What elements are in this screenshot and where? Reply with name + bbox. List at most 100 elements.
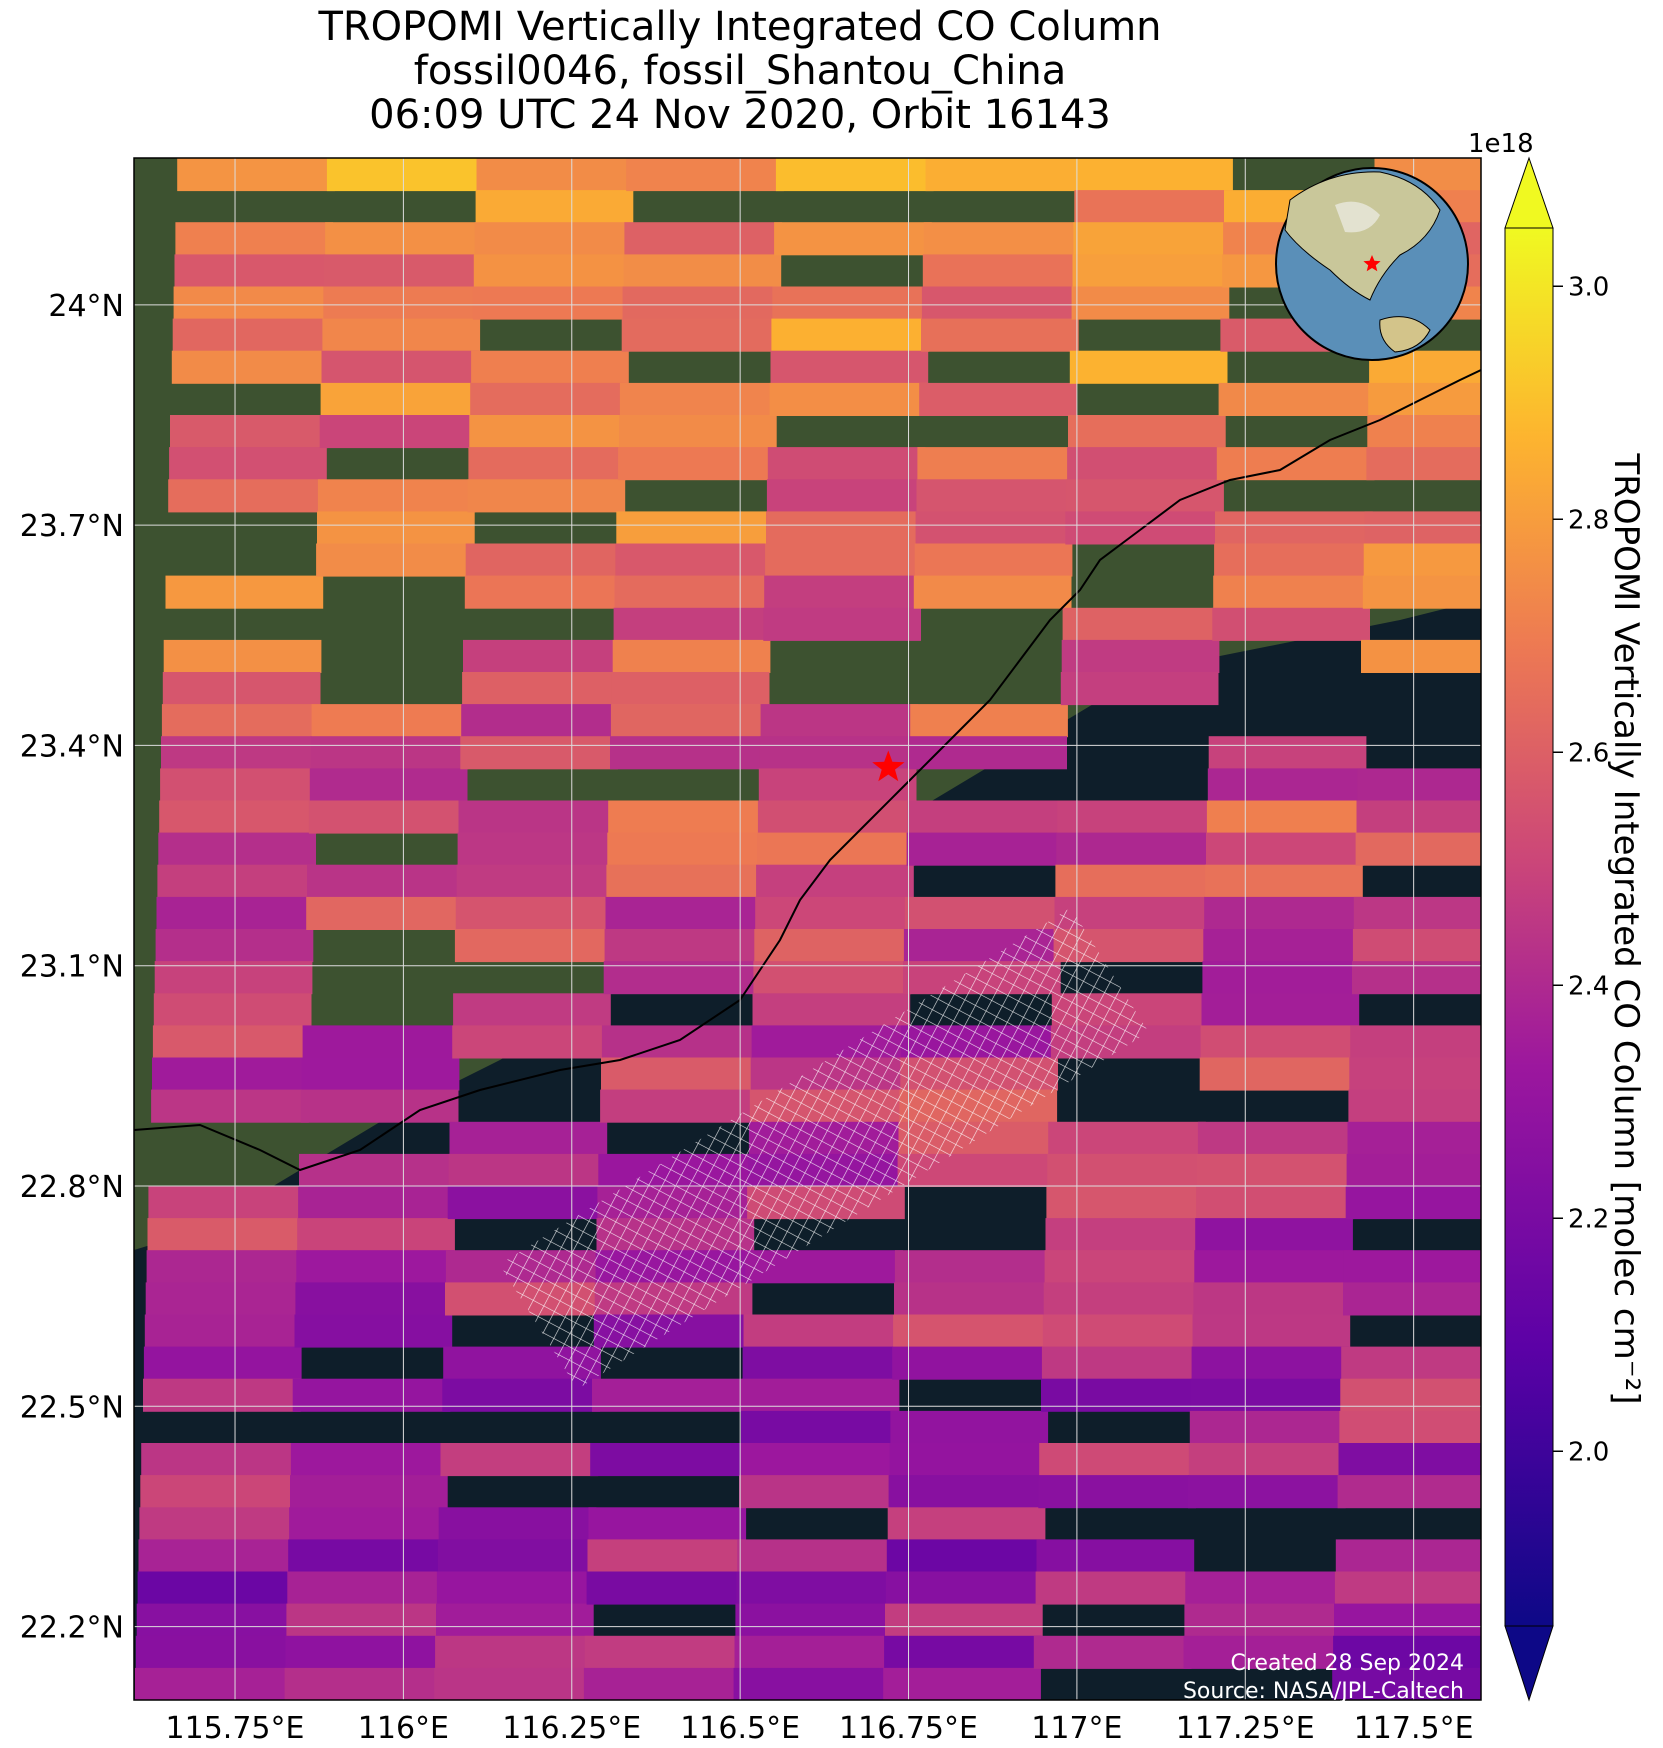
- target-star-marker: [872, 750, 905, 782]
- co-pixel: [1352, 929, 1481, 963]
- co-pixel: [447, 1186, 606, 1220]
- co-pixel: [610, 704, 769, 738]
- co-pixel: [1363, 543, 1481, 577]
- co-pixel: [624, 222, 783, 256]
- co-pixel: [772, 286, 930, 320]
- co-pixel: [1368, 382, 1481, 416]
- co-pixel: [1188, 1475, 1346, 1509]
- co-pixel: [311, 704, 470, 738]
- co-pixel: [1188, 1443, 1347, 1477]
- co-pixel: [764, 575, 922, 609]
- co-pixel: [170, 415, 328, 449]
- co-pixel: [892, 1346, 1050, 1380]
- co-pixel: [171, 350, 330, 384]
- co-pixel: [770, 350, 929, 384]
- co-pixel: [1194, 1250, 1352, 1284]
- co-pixel: [460, 736, 618, 770]
- co-pixel: [307, 864, 465, 898]
- co-pixel: [618, 447, 776, 481]
- co-pixel: [476, 158, 635, 192]
- co-pixel: [1036, 1539, 1195, 1573]
- co-pixel: [141, 1443, 299, 1477]
- co-pixel: [325, 222, 483, 256]
- co-pixel: [462, 672, 620, 706]
- co-pixel: [916, 479, 1075, 513]
- co-pixel: [1345, 1186, 1481, 1220]
- co-pixel: [1339, 1410, 1481, 1444]
- co-pixel: [584, 1635, 743, 1669]
- co-pixel: [919, 382, 1077, 416]
- graticule: [134, 158, 1481, 1700]
- co-pixel: [739, 1443, 898, 1477]
- co-pixel: [769, 382, 928, 416]
- co-pixel: [616, 511, 774, 545]
- co-pixel: [893, 1314, 1051, 1348]
- co-pixel: [1357, 768, 1481, 802]
- co-pixel: [323, 286, 481, 320]
- co-pixel: [169, 447, 327, 481]
- co-pixel: [1201, 993, 1360, 1027]
- co-pixel: [608, 800, 766, 834]
- co-pixel: [159, 800, 317, 834]
- co-pixel: [306, 896, 464, 930]
- colorbar-tick-label: 2.0: [1568, 1437, 1609, 1467]
- co-pixel: [296, 1250, 454, 1284]
- co-pixel: [885, 1603, 1043, 1637]
- co-pixel: [152, 1025, 311, 1059]
- co-pixel: [473, 254, 632, 288]
- co-pixel: [469, 415, 627, 449]
- lon-tick-label: 117.5°E: [1354, 1711, 1474, 1746]
- colorbar-gradient: [1504, 227, 1554, 1627]
- co-pixel: [1196, 1186, 1354, 1220]
- co-pixel: [162, 672, 321, 706]
- co-pixel: [1071, 286, 1230, 320]
- co-pixel: [173, 286, 332, 320]
- lat-tick-labels: 22.2°N 22.5°N 22.8°N 23.1°N 23.4°N 23.7°N 24°N: [20, 289, 124, 1646]
- co-pixel: [757, 832, 915, 866]
- co-pixel: [468, 447, 627, 481]
- co-pixel: [434, 1667, 592, 1700]
- co-pixel: [775, 158, 934, 192]
- co-pixel: [454, 929, 613, 963]
- co-pixel: [287, 1571, 445, 1605]
- co-pixel: [1048, 1121, 1206, 1155]
- co-pixel: [1362, 575, 1481, 609]
- co-pixel: [153, 993, 312, 1027]
- co-pixel: [1060, 672, 1219, 706]
- basemap: [134, 158, 1481, 1700]
- globe-australia-land: [1379, 316, 1431, 353]
- co-pixel: [1075, 158, 1233, 192]
- co-pixel: [766, 511, 924, 545]
- co-pixel: [163, 639, 322, 673]
- co-pixel: [140, 1475, 298, 1509]
- co-pixel: [601, 1057, 759, 1091]
- co-pixel: [1041, 1378, 1199, 1412]
- co-pixel: [1033, 1635, 1192, 1669]
- co-pixel: [456, 864, 615, 898]
- co-pixel: [467, 479, 626, 513]
- co-pixel: [440, 1443, 599, 1477]
- co-pixel: [138, 1539, 297, 1573]
- co-pixel: [1216, 447, 1375, 481]
- co-pixel: [309, 768, 468, 802]
- co-pixel: [298, 1186, 456, 1220]
- co-pixel: [453, 993, 611, 1027]
- co-pixel: [1038, 1475, 1196, 1509]
- co-pixel: [1348, 1089, 1481, 1123]
- co-pixel: [894, 1250, 1053, 1284]
- co-pixel: [1193, 1282, 1352, 1316]
- lon-tick-label: 116°E: [358, 1711, 449, 1746]
- co-pixel: [885, 1571, 1044, 1605]
- co-pixel: [921, 286, 1080, 320]
- title-line-1: TROPOMI Vertically Integrated CO Column: [318, 4, 1162, 50]
- lat-tick-label: 22.8°N: [20, 1170, 124, 1205]
- lon-tick-label: 117.25°E: [1176, 1711, 1315, 1746]
- co-pixel: [1343, 1250, 1481, 1284]
- co-pixel: [464, 575, 623, 609]
- co-pixel: [1199, 1057, 1358, 1091]
- co-pixel: [177, 158, 335, 192]
- co-pixel: [301, 1057, 460, 1091]
- co-pixel: [1350, 1025, 1481, 1059]
- co-pixel: [742, 1346, 901, 1380]
